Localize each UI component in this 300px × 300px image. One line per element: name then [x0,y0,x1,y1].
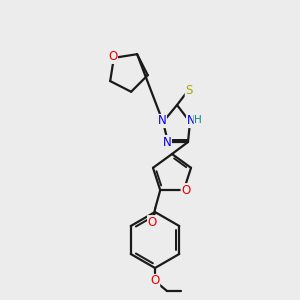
Text: N: N [158,115,166,128]
Text: O: O [108,50,118,63]
Text: N: N [163,136,171,148]
Text: O: O [150,274,160,287]
Text: H: H [194,115,202,125]
Text: S: S [185,85,193,98]
Text: O: O [181,184,190,197]
Text: O: O [148,216,157,229]
Text: N: N [187,115,195,128]
